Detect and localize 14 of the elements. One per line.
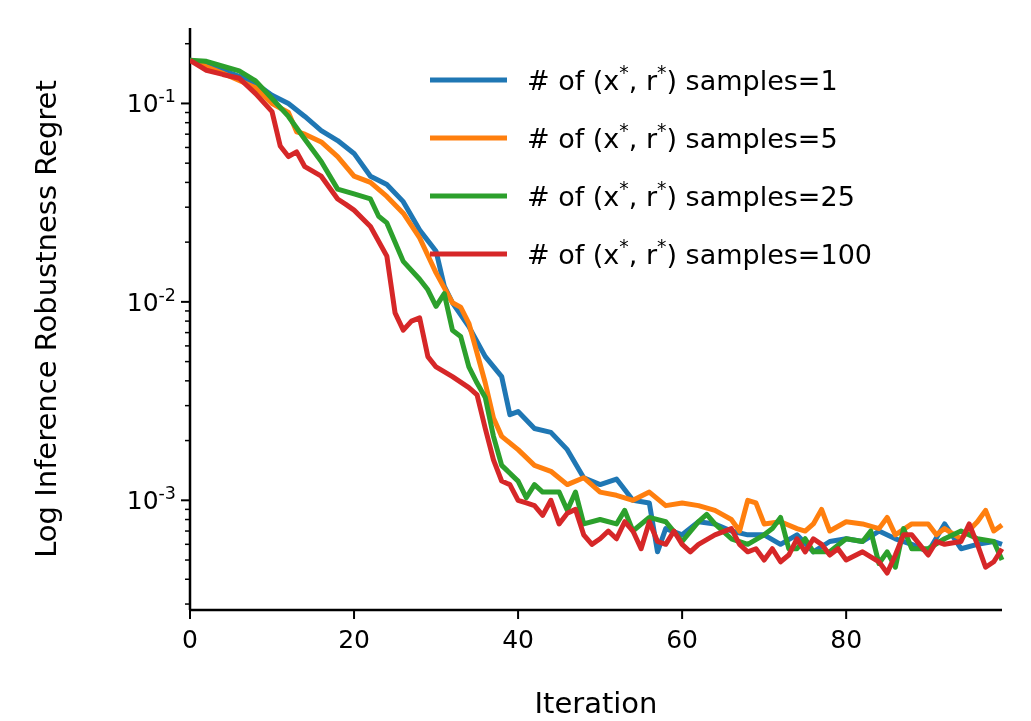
legend-label: # of (x$^{*}$, r$^{*}$) samples=100	[527, 235, 873, 270]
x-tick-label: 80	[830, 625, 863, 654]
x-axis-title: Iteration	[534, 686, 658, 720]
x-tick-label: 0	[182, 625, 198, 654]
y-tick-label: 10$^{-1}$	[126, 86, 176, 119]
y-axis-title: Log Inference Robustness Regret	[29, 80, 63, 558]
y-tick-label: 10$^{-3}$	[126, 483, 176, 516]
legend-label: # of (x$^{*}$, r$^{*}$) samples=5	[527, 119, 838, 154]
x-tick-label: 60	[666, 625, 699, 654]
y-tick-label: 10$^{-2}$	[126, 284, 176, 317]
x-tick-label: 40	[502, 625, 534, 654]
legend-label: # of (x$^{*}$, r$^{*}$) samples=1	[527, 61, 838, 96]
x-tick-label: 20	[338, 625, 370, 654]
legend-label: # of (x$^{*}$, r$^{*}$) samples=25	[527, 177, 855, 212]
